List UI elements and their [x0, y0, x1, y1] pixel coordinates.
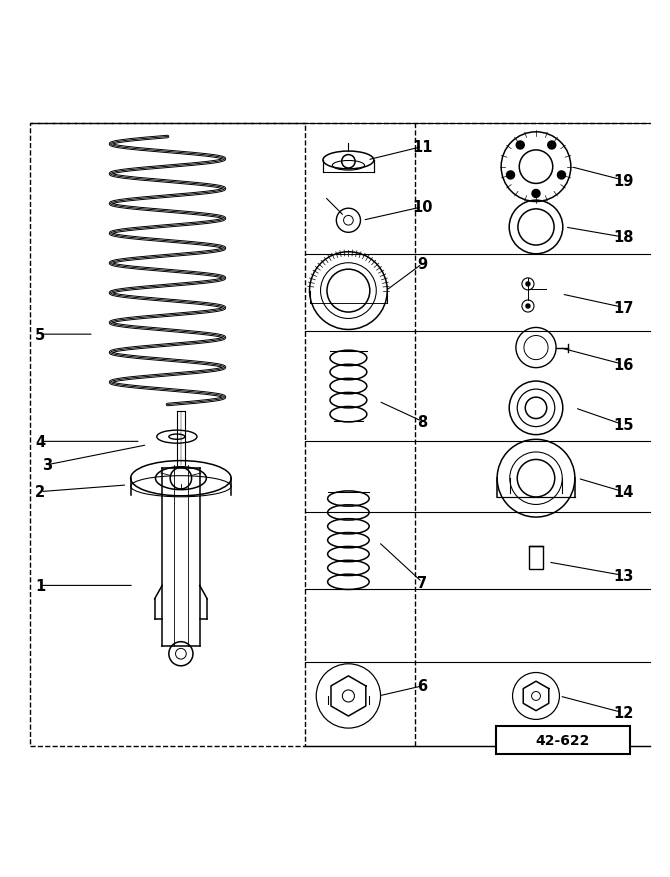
Text: 10: 10: [412, 200, 432, 215]
Text: 1: 1: [35, 578, 46, 593]
Text: 11: 11: [412, 140, 432, 155]
Text: 16: 16: [613, 358, 633, 373]
Text: 8: 8: [417, 414, 427, 429]
Text: 2: 2: [35, 485, 46, 500]
Text: 18: 18: [613, 231, 633, 246]
Text: 15: 15: [613, 417, 633, 432]
Text: 4: 4: [35, 434, 46, 449]
Text: 9: 9: [417, 257, 427, 272]
Text: 7: 7: [417, 575, 427, 590]
Text: 17: 17: [613, 301, 633, 316]
Bar: [30, 124, 305, 746]
Text: 19: 19: [613, 174, 633, 189]
Circle shape: [526, 282, 530, 287]
Circle shape: [557, 172, 565, 180]
Text: 5: 5: [35, 327, 46, 342]
Text: 42-622: 42-622: [535, 733, 590, 747]
Circle shape: [516, 142, 524, 150]
Text: 6: 6: [417, 679, 427, 694]
Circle shape: [526, 304, 530, 309]
Text: 14: 14: [613, 485, 633, 500]
Circle shape: [532, 190, 540, 198]
Text: 12: 12: [613, 705, 633, 720]
Text: 13: 13: [613, 568, 633, 583]
Circle shape: [507, 172, 515, 180]
Bar: [529, 545, 543, 569]
Bar: [496, 726, 630, 754]
Circle shape: [548, 142, 556, 150]
Text: 3: 3: [42, 458, 52, 473]
